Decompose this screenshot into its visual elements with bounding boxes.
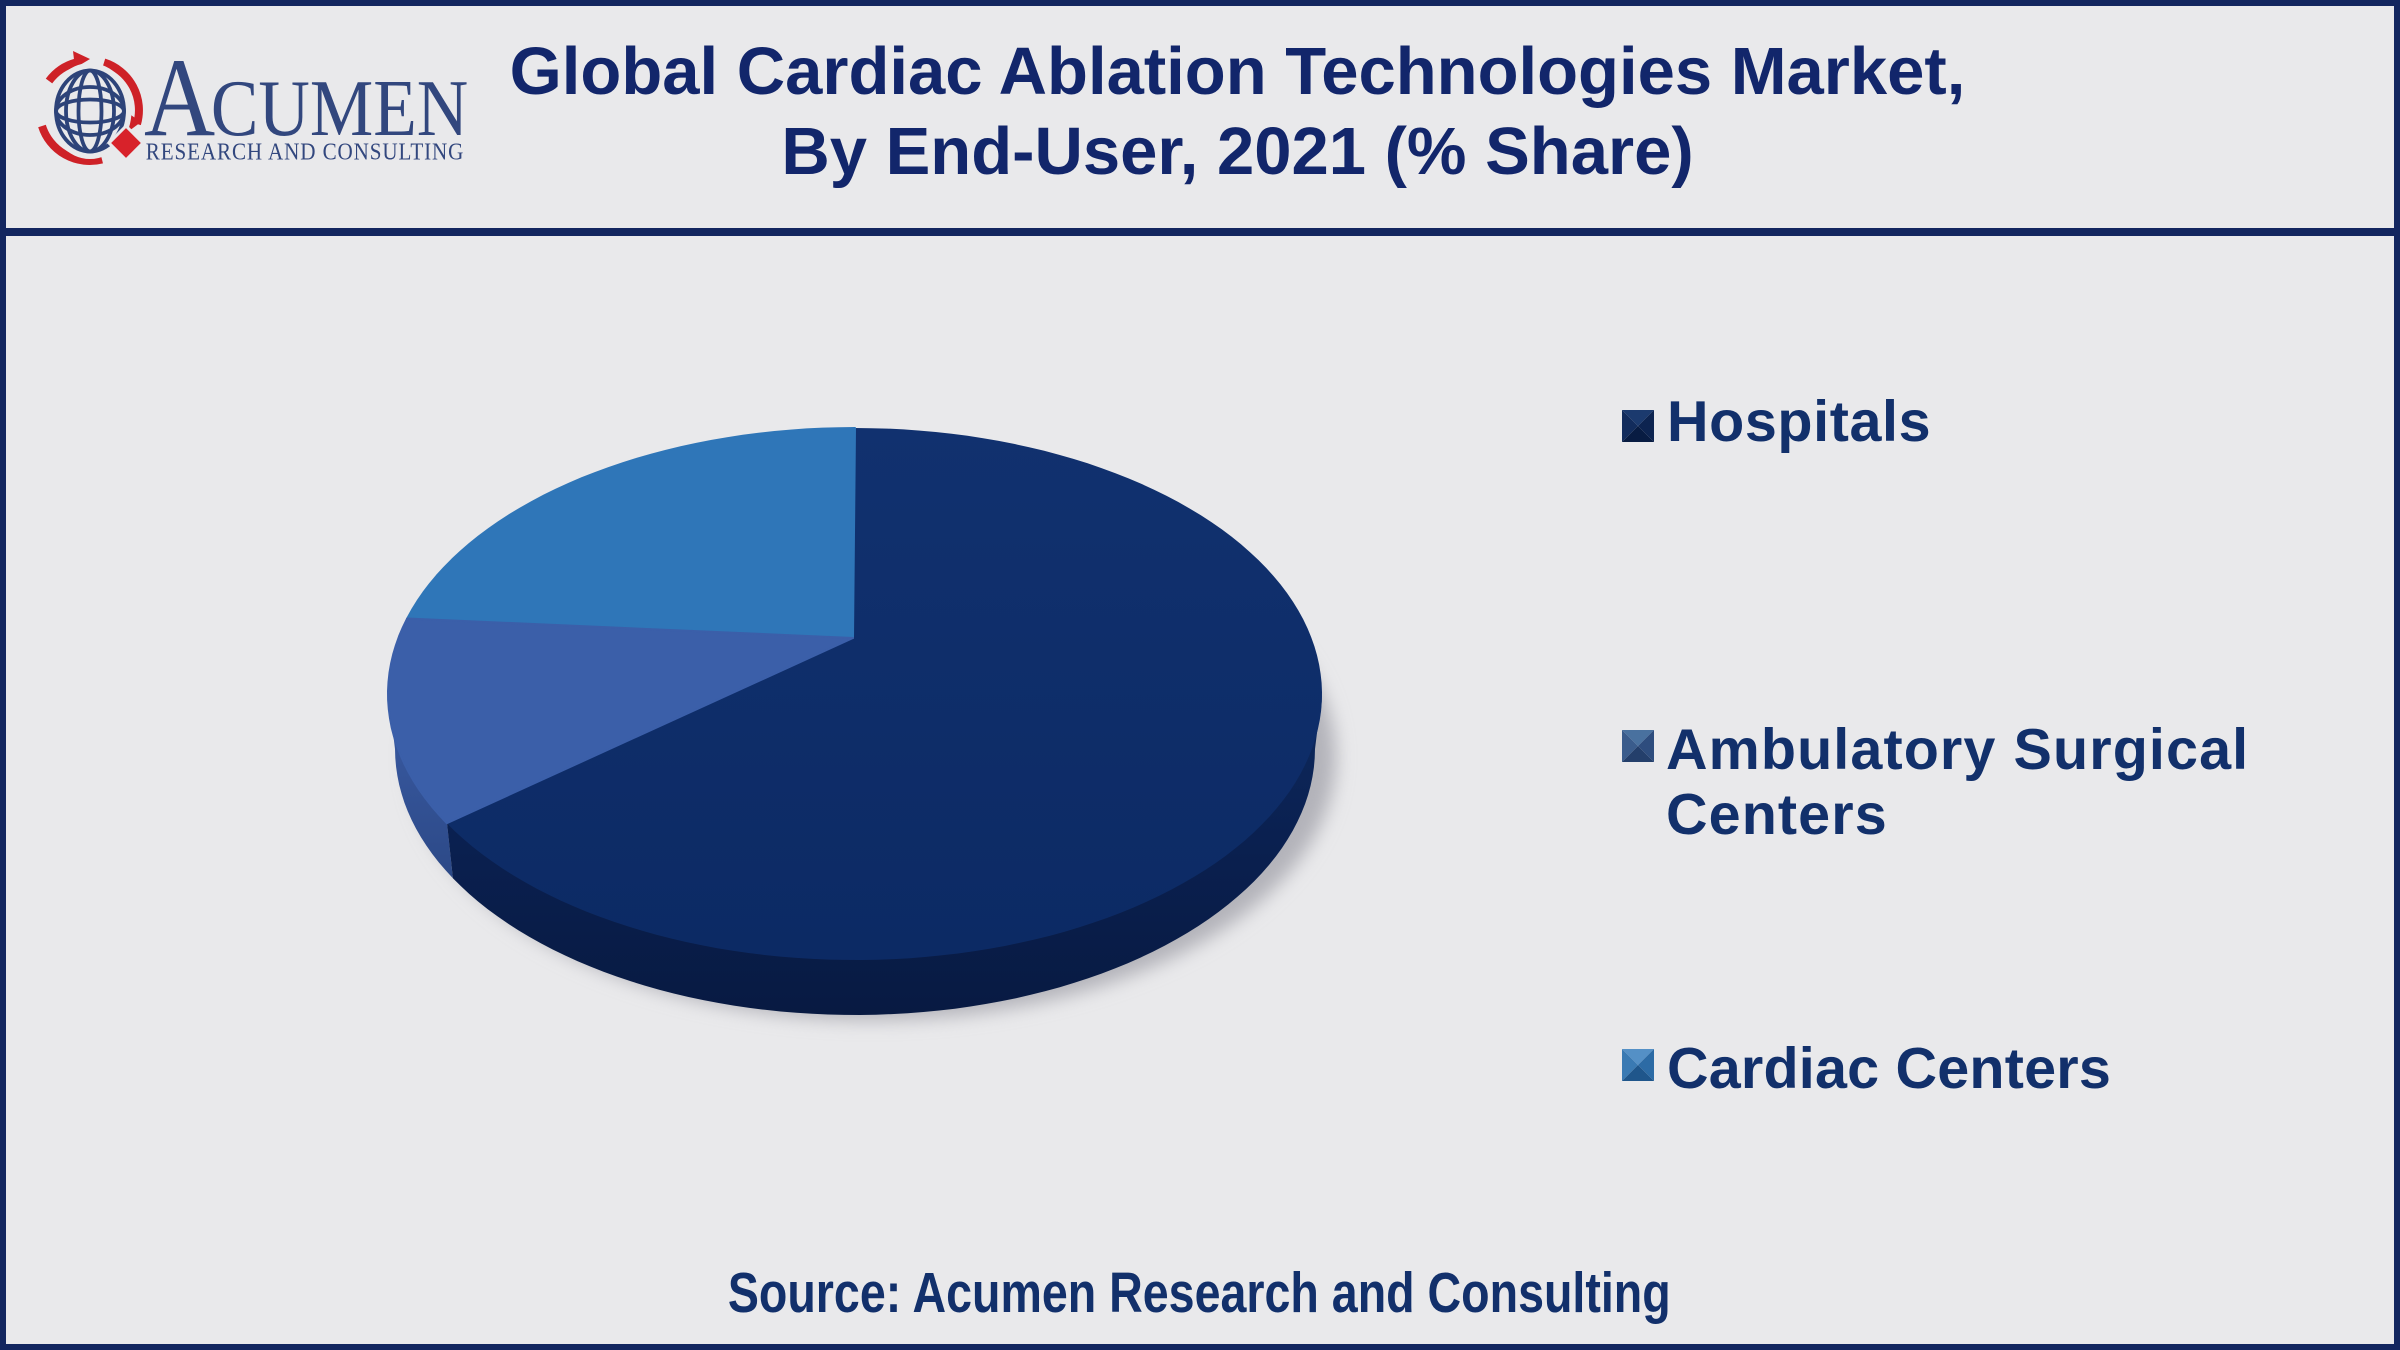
svg-text:CUMEN: CUMEN [211, 63, 468, 153]
svg-text:A: A [144, 35, 215, 159]
svg-text:RESEARCH AND CONSULTING: RESEARCH AND CONSULTING [146, 138, 465, 165]
